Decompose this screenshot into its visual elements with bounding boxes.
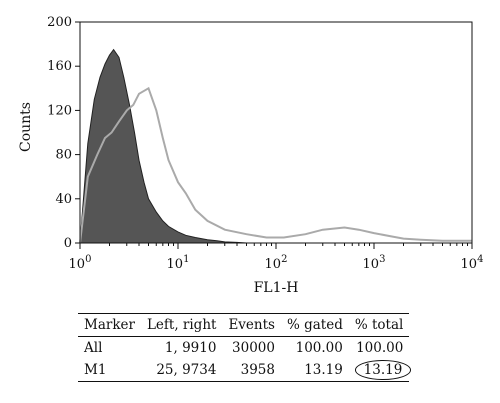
header-left-right: Left, right [140, 313, 223, 337]
histogram-chart: 0 40 80 120 160 200 100 101 102 103 104 FL1-H Coun… [18, 15, 484, 296]
y-tick-label: 80 [55, 148, 72, 163]
x-tick-label: 101 [167, 254, 190, 272]
header-pct-total: % total [348, 313, 410, 337]
table-header-row: Marker Left, right Events % gated % tota… [78, 313, 410, 337]
circled-value: 13.19 [354, 360, 412, 380]
cell-events: 3958 [222, 359, 281, 382]
y-tick-label: 160 [47, 59, 72, 74]
cell-events: 30000 [232, 340, 275, 356]
header-pct-gated: % gated [280, 313, 349, 337]
histogram-series-outline [79, 86, 472, 244]
x-tick-label: 100 [69, 254, 92, 272]
cell-marker: All [84, 340, 103, 356]
plot-area [79, 48, 472, 244]
y-tick-label: 40 [55, 192, 72, 207]
x-tick-label: 104 [461, 254, 484, 272]
cell-pct-total: 13.19 [348, 359, 412, 382]
x-tick-label: 103 [363, 254, 386, 272]
cell-pct-total: 100.00 [356, 340, 404, 356]
header-events: Events [222, 313, 281, 337]
cell-pct-gated: 100.00 [295, 340, 343, 356]
y-axis-title: Counts [18, 102, 34, 152]
cell-marker: M1 [78, 359, 141, 382]
cell-left-right: 1, 9910 [164, 340, 217, 356]
y-tick-label: 0 [64, 236, 72, 251]
x-axis-title: FL1-H [254, 280, 299, 296]
y-tick-label: 120 [47, 103, 72, 118]
gate-statistics-table: Marker Left, right Events % gated % tota… [78, 313, 412, 382]
y-tick-label: 200 [47, 15, 72, 30]
table-row: M1 25, 9734 3958 13.19 13.19 [78, 359, 412, 382]
table-row: All 1, 9910 30000 100.00 100.00 [78, 337, 409, 360]
cell-pct-gated: 13.19 [280, 359, 349, 382]
cell-left-right: 25, 9734 [140, 359, 223, 382]
histogram-series-filled [79, 48, 247, 244]
x-tick-label: 102 [265, 254, 288, 272]
header-marker: Marker [78, 313, 141, 337]
